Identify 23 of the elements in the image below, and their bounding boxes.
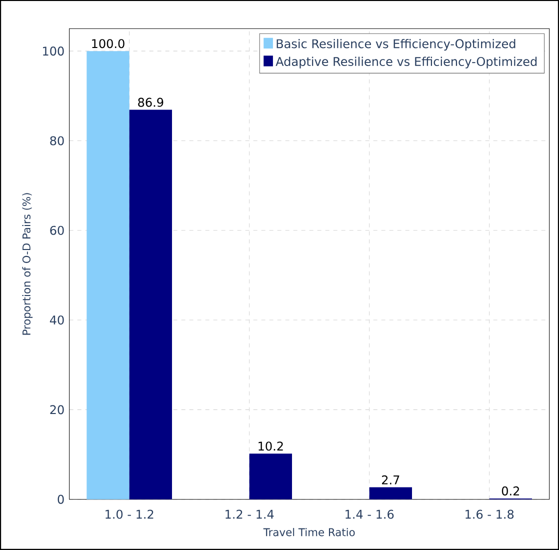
legend-label: Adaptive Resilience vs Efficiency-Optimized bbox=[276, 56, 537, 68]
x-tick-label: 1.4 - 1.6 bbox=[346, 510, 394, 519]
data-label: 2.7 bbox=[382, 475, 400, 484]
y-tick-label: 60 bbox=[50, 226, 64, 235]
y-tick-label: 40 bbox=[50, 315, 64, 325]
y-tick-label: 0 bbox=[58, 494, 64, 504]
x-tick-label: 1.0 - 1.2 bbox=[106, 510, 154, 519]
data-label: 0.2 bbox=[502, 486, 520, 496]
x-tick-label: 1.6 - 1.8 bbox=[466, 510, 514, 519]
bar bbox=[129, 110, 172, 500]
bar bbox=[86, 51, 130, 500]
bar bbox=[249, 454, 292, 500]
x-axis-title: Travel Time Ratio bbox=[263, 528, 355, 536]
y-tick-label: 100 bbox=[43, 46, 64, 56]
data-label: 86.9 bbox=[138, 98, 164, 107]
y-tick-label: 80 bbox=[50, 136, 64, 146]
bar bbox=[369, 487, 412, 500]
data-label: 10.2 bbox=[258, 442, 283, 451]
y-axis-title: Proportion of O-D Pairs (%) bbox=[22, 193, 33, 335]
data-label: 100.0 bbox=[92, 39, 124, 48]
legend-label: Basic Resilience vs Efficiency-Optimized bbox=[276, 38, 516, 51]
x-tick-label: 1.2 - 1.4 bbox=[226, 510, 274, 519]
y-tick-label: 20 bbox=[50, 405, 64, 414]
